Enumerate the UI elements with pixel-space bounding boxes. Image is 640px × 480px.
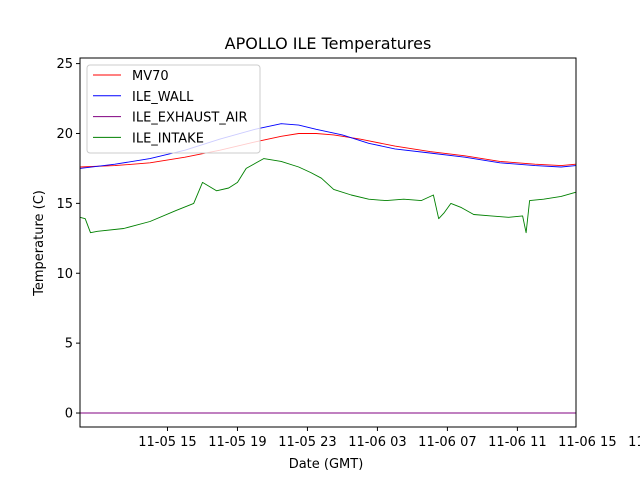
chart-title: APOLLO ILE Temperatures xyxy=(225,34,432,53)
x-tick-label: 11-05 15 xyxy=(138,435,196,450)
y-tick-label: 5 xyxy=(65,337,73,352)
y-tick-label: 20 xyxy=(56,127,73,142)
x-tick-label: 11-05 19 xyxy=(208,435,266,450)
x-tick-label: 11-06 19 xyxy=(628,435,640,450)
x-tick-label: 11-06 07 xyxy=(418,435,476,450)
y-tick-label: 0 xyxy=(65,407,73,422)
legend-label: ILE_EXHAUST_AIR xyxy=(132,111,248,126)
x-tick-label: 11-06 03 xyxy=(348,435,406,450)
y-axis-label: Temperature (C) xyxy=(32,190,47,297)
y-tick-label: 15 xyxy=(56,197,73,212)
series-line-ile-intake xyxy=(79,158,577,234)
x-tick-label: 11-06 11 xyxy=(488,435,546,450)
y-tick-label: 10 xyxy=(56,267,73,282)
plot-area: 0 5 10 15 20 25 11-05 15 11-05 19 11-05 23 11-06 … xyxy=(56,57,640,450)
legend-label: ILE_INTAKE xyxy=(132,131,204,146)
series-line-mv70 xyxy=(79,133,577,168)
x-tick-label: 11-05 23 xyxy=(278,435,336,450)
x-tick-label: 11-06 15 xyxy=(558,435,616,450)
legend-label: MV70 xyxy=(132,69,169,84)
legend xyxy=(86,64,261,154)
y-tick-label: 25 xyxy=(56,57,73,72)
x-axis-label: Date (GMT) xyxy=(289,457,364,472)
legend-label: ILE_WALL xyxy=(132,90,194,105)
axes-frame xyxy=(79,57,577,428)
